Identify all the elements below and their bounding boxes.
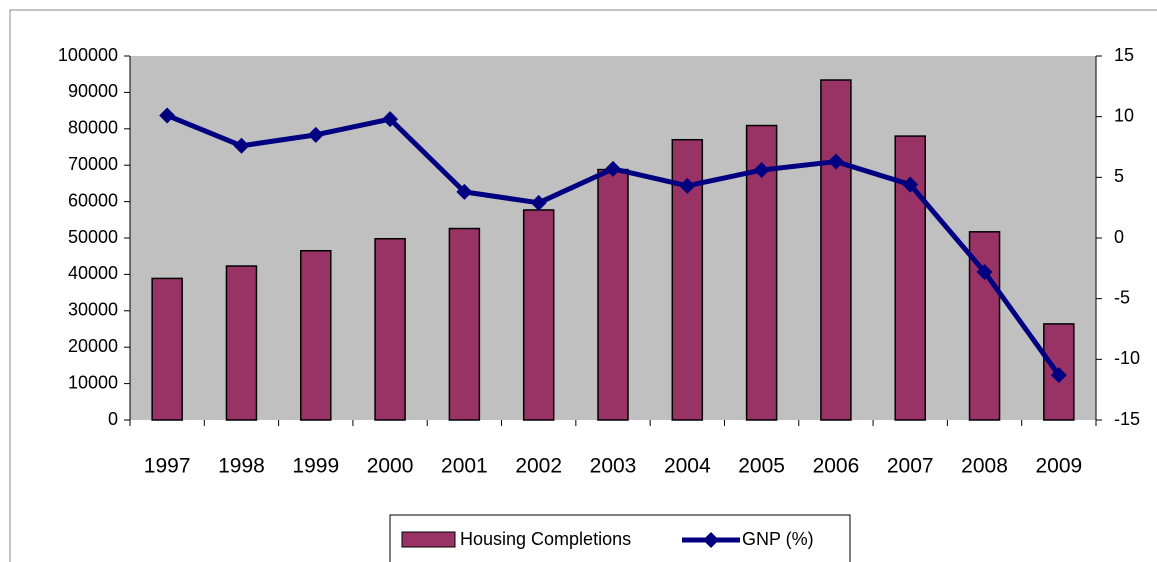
bar — [448, 227, 481, 421]
x-tick-label: 2001 — [441, 455, 488, 478]
line-marker — [159, 107, 176, 124]
y2-tick-label: -5 — [1114, 287, 1130, 307]
y-tick-label: 20000 — [68, 336, 118, 356]
legend-label: GNP (%) — [742, 529, 814, 549]
y2-tick-label: -10 — [1114, 348, 1140, 368]
line-marker — [902, 176, 919, 193]
x-tick-label: 1997 — [144, 455, 191, 478]
y-tick-label: 60000 — [68, 190, 118, 210]
bar — [300, 249, 332, 421]
line-marker — [233, 137, 250, 154]
x-tick-label: 1998 — [218, 455, 265, 478]
x-tick-label: 2004 — [664, 455, 711, 478]
x-tick-label: 2008 — [961, 455, 1008, 478]
legend-box — [389, 514, 851, 562]
y-tick-label: 100000 — [58, 45, 118, 65]
y-tick-label: 0 — [108, 409, 118, 429]
y-tick-label: 70000 — [68, 154, 118, 174]
y-tick-label: 40000 — [68, 263, 118, 283]
line-marker — [307, 126, 324, 143]
line-marker — [382, 111, 399, 128]
x-tick-label: 2000 — [367, 455, 414, 478]
y2-tick-label: -15 — [1114, 409, 1140, 429]
x-tick-label: 2003 — [590, 455, 637, 478]
line-marker — [679, 177, 696, 194]
bar — [151, 277, 183, 421]
x-tick-label: 2002 — [515, 455, 562, 478]
bar — [820, 79, 852, 421]
line-marker — [753, 162, 770, 179]
x-tick-label: 2006 — [813, 455, 860, 478]
bar — [522, 209, 555, 421]
line-marker — [456, 183, 473, 200]
y-tick-label: 80000 — [68, 118, 118, 138]
legend-swatch — [401, 531, 456, 548]
y2-tick-label: 5 — [1114, 166, 1124, 186]
line-marker — [976, 263, 993, 280]
bar — [597, 168, 629, 421]
x-tick-label: 2005 — [738, 455, 785, 478]
y-tick-label: 10000 — [68, 372, 118, 392]
bar — [374, 237, 406, 421]
line-marker — [827, 153, 844, 170]
y-tick-label: 90000 — [68, 81, 118, 101]
x-tick-label: 2007 — [887, 455, 934, 478]
bar — [225, 265, 258, 421]
legend-marker — [703, 532, 719, 548]
y2-tick-label: 15 — [1114, 45, 1134, 65]
legend-label: Housing Completions — [460, 529, 631, 549]
x-tick-label: 1999 — [292, 455, 339, 478]
x-tick-label: 2009 — [1035, 455, 1082, 478]
y-tick-label: 50000 — [68, 227, 118, 247]
y2-tick-label: 10 — [1114, 105, 1134, 125]
line-marker — [530, 194, 547, 211]
line-marker — [605, 160, 621, 177]
y2-tick-label: 0 — [1114, 227, 1124, 247]
y-tick-label: 30000 — [68, 300, 118, 320]
line-marker — [1050, 367, 1067, 384]
